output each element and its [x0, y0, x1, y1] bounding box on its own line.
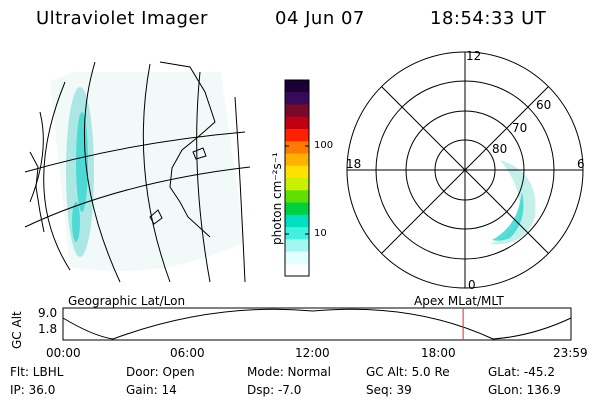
door-value: Door: Open	[126, 365, 195, 379]
mode-value: Mode: Normal	[247, 365, 331, 379]
timeline-xtick-1800: 18:00	[421, 346, 456, 360]
colorbar-cell	[285, 129, 309, 142]
colorbar-cell	[285, 239, 309, 252]
colorbar-cell	[285, 141, 309, 154]
gain-value: Gain: 14	[126, 383, 177, 397]
orbit-timeline	[62, 307, 572, 341]
colorbar-cell	[285, 92, 309, 105]
mlt-label-6: 6	[577, 157, 585, 171]
ip-value: IP: 36.0	[10, 383, 56, 397]
geographic-map-image	[24, 61, 251, 283]
date-label: 04 Jun 07	[275, 8, 365, 29]
gc-alt-value: GC Alt: 5.0 Re	[366, 365, 450, 379]
timeline-xtick-2359: 23:59	[553, 346, 588, 360]
colorbar-cell	[285, 263, 309, 277]
mlt-label-12: 12	[466, 49, 482, 63]
left-panel-caption: Geographic Lat/Lon	[68, 294, 186, 308]
colorbar-cell	[285, 153, 309, 167]
mlt-label-18: 18	[346, 157, 362, 171]
mlat-label-70: 70	[512, 121, 528, 135]
timeline-ytick-bottom: 1.8	[38, 322, 58, 336]
colorbar-cell	[285, 214, 309, 228]
mlat-label-80: 80	[492, 142, 508, 156]
colorbar-cell	[285, 227, 309, 240]
colorbar-cell	[285, 202, 309, 216]
timeline-ytick-top: 9.0	[38, 306, 58, 320]
colorbar-cell	[285, 178, 309, 191]
polar-plot-image	[346, 51, 584, 289]
time-label: 18:54:33 UT	[430, 8, 547, 29]
colorbar-cell	[285, 165, 309, 179]
colorbar-cell	[285, 190, 309, 203]
dsp-value: Dsp: -7.0	[247, 383, 302, 397]
colorbar-cell	[285, 251, 309, 265]
colorbar-cell	[285, 116, 309, 130]
glon-value: GLon: 136.9	[488, 383, 561, 397]
timeline-axis-label: GC Alt	[10, 311, 24, 349]
timeline-xtick-1200: 12:00	[295, 346, 330, 360]
colorbar-cell	[285, 104, 309, 118]
glat-value: GLat: -45.2	[488, 365, 555, 379]
colorbar-tick-100: 100	[314, 140, 334, 151]
mlat-label-60: 60	[536, 98, 552, 112]
colorbar-label: photon cm⁻²s⁻¹	[270, 152, 284, 245]
mlt-label-0: 0	[468, 278, 476, 292]
timeline-xtick-0000: 00:00	[46, 346, 81, 360]
app-title: Ultraviolet Imager	[36, 8, 208, 29]
flt-value: Flt: LBHL	[10, 365, 64, 379]
right-panel-caption: Apex MLat/MLT	[414, 294, 504, 308]
colorbar	[284, 79, 310, 277]
timeline-xtick-0600: 06:00	[170, 346, 205, 360]
seq-value: Seq: 39	[366, 383, 412, 397]
colorbar-tick-10: 10	[314, 228, 327, 239]
colorbar-cell	[285, 80, 309, 93]
